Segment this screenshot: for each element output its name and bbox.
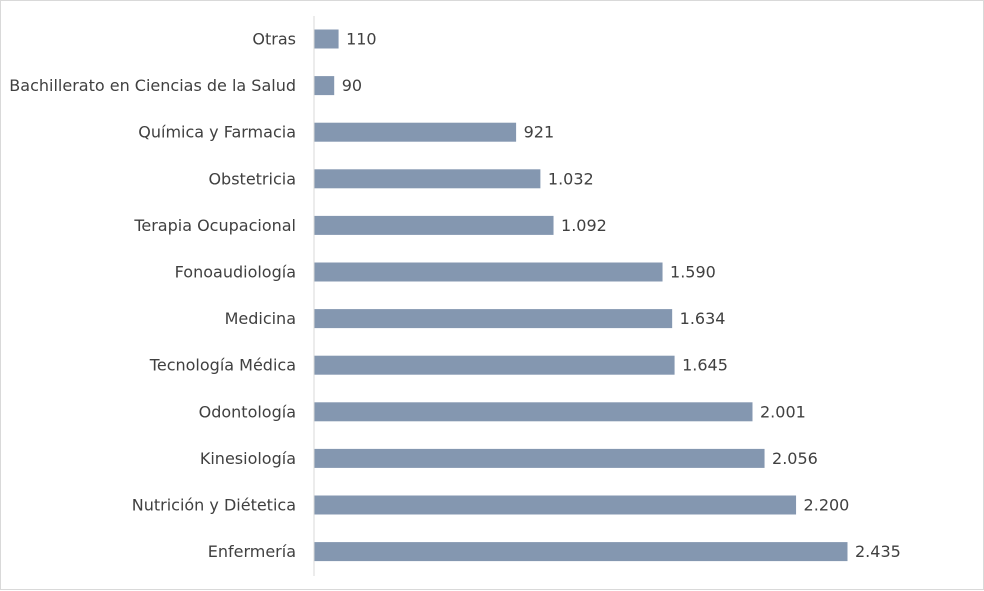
value-label: 2.056: [772, 449, 818, 468]
bar: [314, 448, 765, 468]
category-label: Química y Farmacia: [138, 123, 296, 142]
bar: [314, 355, 675, 375]
bar: [314, 215, 554, 235]
value-label: 921: [524, 123, 555, 142]
category-label: Bachillerato en Ciencias de la Salud: [9, 76, 296, 95]
value-label: 1.092: [561, 216, 607, 235]
category-label: Terapia Ocupacional: [133, 216, 296, 235]
category-label: Obstetricia: [208, 169, 296, 188]
value-label: 2.435: [855, 542, 901, 561]
bar: [314, 495, 797, 515]
value-label: 90: [342, 76, 362, 95]
bar: [314, 309, 673, 329]
category-label: Medicina: [225, 309, 296, 328]
bar: [314, 402, 753, 422]
bar: [314, 542, 848, 562]
bar: [314, 169, 541, 189]
category-label: Tecnología Médica: [149, 356, 296, 375]
value-label: 2.001: [760, 402, 806, 421]
category-label: Enfermería: [208, 542, 296, 561]
bar: [314, 262, 663, 282]
category-label: Fonoaudiología: [175, 263, 296, 282]
value-label: 1.645: [682, 356, 728, 375]
value-label: 110: [346, 30, 377, 49]
bars-layer: Otras 110 Bachillerato en Ciencias de la S…: [9, 29, 901, 562]
bar: [314, 76, 335, 96]
category-label: Nutrición y Diétetica: [132, 496, 296, 515]
category-label: Kinesiología: [200, 449, 296, 468]
category-label: Otras: [252, 30, 296, 49]
value-label: 1.590: [670, 263, 716, 282]
bar: [314, 122, 517, 142]
value-label: 1.634: [680, 309, 726, 328]
category-label: Odontología: [199, 402, 296, 421]
bar: [314, 29, 339, 49]
value-label: 2.200: [804, 496, 850, 515]
value-label: 1.032: [548, 169, 594, 188]
